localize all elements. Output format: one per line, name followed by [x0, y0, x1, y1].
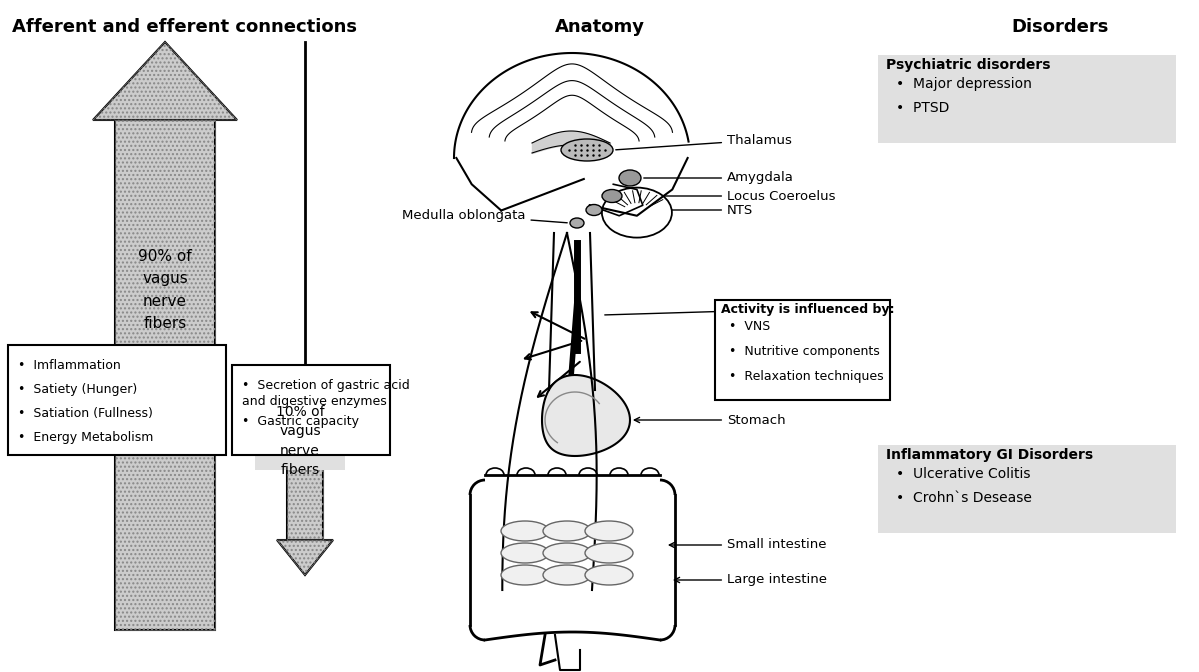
Ellipse shape: [602, 190, 622, 202]
Text: •  Crohn`s Desease: • Crohn`s Desease: [896, 491, 1032, 505]
Text: Locus Coeroelus: Locus Coeroelus: [625, 190, 836, 202]
Polygon shape: [94, 42, 237, 120]
Bar: [115, 120, 215, 630]
Text: Thalamus: Thalamus: [616, 134, 791, 150]
Text: Activity is influenced by:: Activity is influenced by:: [721, 303, 894, 316]
FancyBboxPatch shape: [8, 345, 225, 455]
Text: •  VNS: • VNS: [729, 320, 770, 333]
Text: •  Major depression: • Major depression: [896, 77, 1032, 91]
Text: •  PTSD: • PTSD: [896, 101, 950, 115]
Text: •  Nutritive components: • Nutritive components: [729, 345, 880, 358]
Text: Small intestine: Small intestine: [669, 538, 826, 552]
Ellipse shape: [501, 521, 549, 541]
Polygon shape: [542, 375, 629, 456]
Ellipse shape: [585, 543, 633, 563]
Ellipse shape: [543, 565, 591, 585]
FancyBboxPatch shape: [878, 445, 1176, 533]
Text: NTS: NTS: [604, 204, 753, 216]
Ellipse shape: [602, 187, 671, 238]
Text: Afferent and efferent connections: Afferent and efferent connections: [12, 18, 357, 36]
Text: •  Ulcerative Colitis: • Ulcerative Colitis: [896, 467, 1030, 481]
Text: Inflammatory GI Disorders: Inflammatory GI Disorders: [886, 448, 1093, 462]
Bar: [287, 465, 323, 540]
Ellipse shape: [501, 565, 549, 585]
Text: •  Energy Metabolism: • Energy Metabolism: [18, 431, 153, 444]
Text: Vagus nerve: Vagus nerve: [604, 304, 809, 317]
Bar: [287, 465, 323, 540]
Ellipse shape: [586, 204, 602, 216]
FancyBboxPatch shape: [715, 300, 890, 400]
Text: Large intestine: Large intestine: [674, 573, 827, 587]
Text: Anatomy: Anatomy: [555, 18, 645, 36]
FancyBboxPatch shape: [231, 365, 390, 455]
Polygon shape: [277, 540, 333, 575]
Text: Amygdala: Amygdala: [644, 171, 794, 185]
Bar: [115, 120, 215, 630]
Text: 90% of
vagus
nerve
fibers: 90% of vagus nerve fibers: [138, 249, 192, 331]
Text: 10% of
vagus
nerve
fibers: 10% of vagus nerve fibers: [276, 405, 324, 478]
Ellipse shape: [543, 543, 591, 563]
Ellipse shape: [585, 565, 633, 585]
Ellipse shape: [501, 543, 549, 563]
Text: Disorders: Disorders: [1011, 18, 1109, 36]
Text: •  Satiation (Fullness): • Satiation (Fullness): [18, 407, 153, 420]
Ellipse shape: [570, 218, 584, 228]
Ellipse shape: [561, 139, 613, 161]
Text: •  Secretion of gastric acid
and digestive enzymes: • Secretion of gastric acid and digestiv…: [242, 379, 410, 408]
Text: •  Satiety (Hunger): • Satiety (Hunger): [18, 383, 137, 396]
Ellipse shape: [585, 521, 633, 541]
Text: Stomach: Stomach: [634, 413, 785, 427]
Ellipse shape: [543, 521, 591, 541]
Text: Medulla oblongata: Medulla oblongata: [402, 208, 567, 223]
Ellipse shape: [619, 170, 641, 186]
Text: •  Gastric capacity: • Gastric capacity: [242, 415, 359, 428]
Text: •  Imflammation: • Imflammation: [18, 359, 121, 372]
FancyBboxPatch shape: [878, 55, 1176, 143]
FancyBboxPatch shape: [255, 400, 345, 470]
Text: •  Relaxation techniques: • Relaxation techniques: [729, 370, 884, 383]
Text: Psychiatric disorders: Psychiatric disorders: [886, 58, 1050, 72]
